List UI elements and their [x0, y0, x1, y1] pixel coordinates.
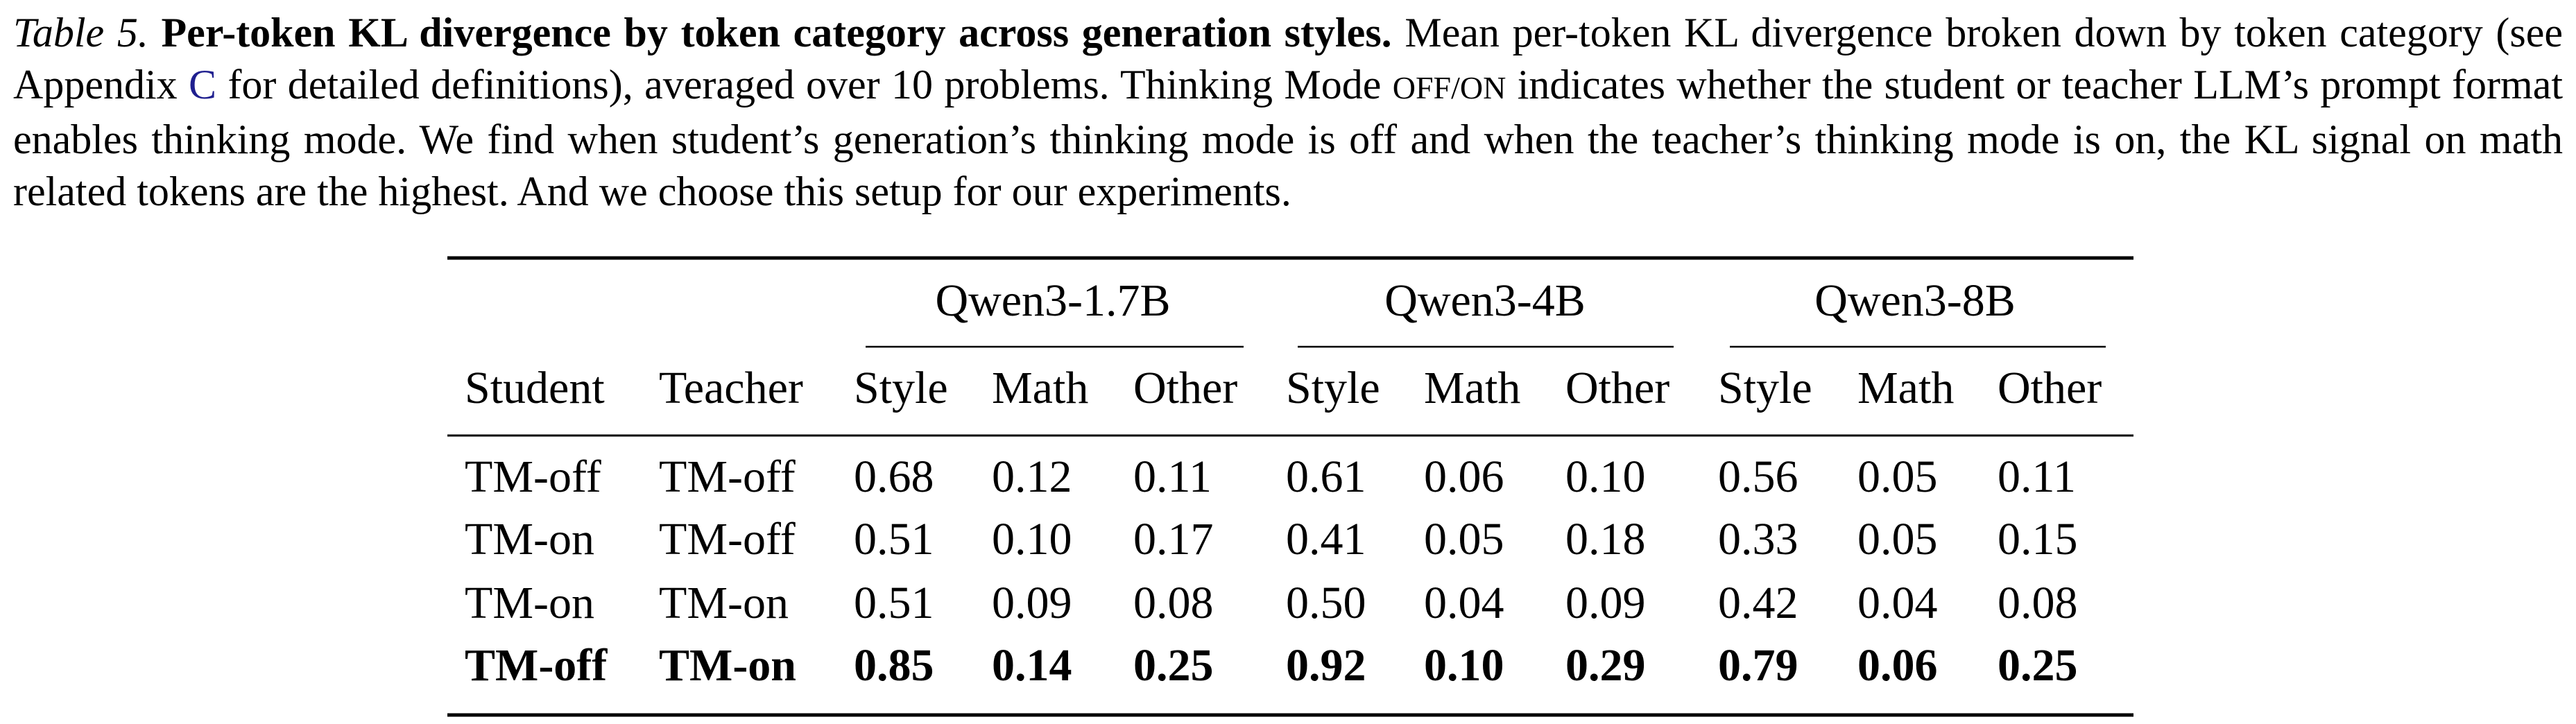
cell: 0.50 [1286, 578, 1366, 628]
cell: 0.14 [992, 640, 1072, 691]
cell: 0.04 [1424, 578, 1504, 628]
cell: 0.29 [1565, 640, 1646, 691]
caption-text: for detailed definitions), averaged over… [216, 62, 1393, 107]
cell: 0.41 [1286, 514, 1366, 564]
cell: TM-off [659, 514, 796, 564]
column-header: Style [1286, 363, 1380, 413]
column-header: Other [1565, 363, 1669, 413]
column-header: Student [465, 363, 605, 413]
column-header: Style [1718, 363, 1812, 413]
cell: 0.10 [1565, 451, 1646, 502]
cell: 0.12 [992, 451, 1072, 502]
cell: 0.06 [1857, 640, 1938, 691]
cell: 0.08 [1133, 578, 1214, 628]
cell: 0.11 [1133, 451, 1212, 502]
cell: 0.08 [1998, 578, 2078, 628]
cell: 0.10 [992, 514, 1072, 564]
column-header: Other [1998, 363, 2102, 413]
cell: 0.51 [854, 578, 934, 628]
cell: 0.61 [1286, 451, 1366, 502]
cell: 0.09 [1565, 578, 1646, 628]
column-header: Math [992, 363, 1088, 413]
caption-text: Mean per-token KL divergence broken down… [13, 10, 2564, 107]
cell: TM-on [465, 578, 594, 628]
cell: TM-off [465, 451, 601, 502]
cell: 0.17 [1133, 514, 1214, 564]
column-header: Math [1424, 363, 1520, 413]
cell: TM-on [659, 640, 796, 691]
cell: 0.85 [854, 640, 934, 691]
cell: 0.05 [1424, 514, 1504, 564]
cell: 0.18 [1565, 514, 1646, 564]
cell: 0.33 [1718, 514, 1798, 564]
cell: 0.51 [854, 514, 934, 564]
caption-smallcaps: OFF/ON [1392, 70, 1506, 105]
group-header: Qwen3-1.7B [935, 275, 1170, 326]
cell: 0.92 [1286, 640, 1366, 691]
group-header: Qwen3-4B [1384, 275, 1586, 326]
cell: 0.42 [1718, 578, 1798, 628]
cell: 0.79 [1718, 640, 1798, 691]
caption-title: Per-token KL divergence by token categor… [161, 10, 1392, 55]
group-header: Qwen3-8B [1814, 275, 2016, 326]
cell: 0.09 [992, 578, 1072, 628]
cell: 0.15 [1998, 514, 2078, 564]
caption-label: Table 5. [13, 10, 148, 55]
cell: 0.05 [1857, 514, 1938, 564]
cell: 0.05 [1857, 451, 1938, 502]
cell: 0.10 [1424, 640, 1504, 691]
appendix-link[interactable]: C [189, 62, 217, 107]
cell: TM-on [465, 514, 594, 564]
cell: 0.04 [1857, 578, 1938, 628]
cell: 0.11 [1998, 451, 2076, 502]
cell: 0.06 [1424, 451, 1504, 502]
cell: 0.25 [1998, 640, 2078, 691]
cell: TM-off [465, 640, 608, 691]
cell: 0.68 [854, 451, 934, 502]
cell: 0.56 [1718, 451, 1798, 502]
caption-text: indicates whether the student or teacher… [13, 62, 2563, 214]
cell: TM-on [659, 578, 789, 628]
column-header: Other [1133, 363, 1237, 413]
cell: TM-off [659, 451, 796, 502]
caption: Table 5. Per-token KL divergence by toke… [13, 7, 2563, 218]
cell: 0.25 [1133, 640, 1214, 691]
column-header: Teacher [659, 363, 803, 413]
column-header: Math [1857, 363, 1954, 413]
column-header: Style [854, 363, 948, 413]
